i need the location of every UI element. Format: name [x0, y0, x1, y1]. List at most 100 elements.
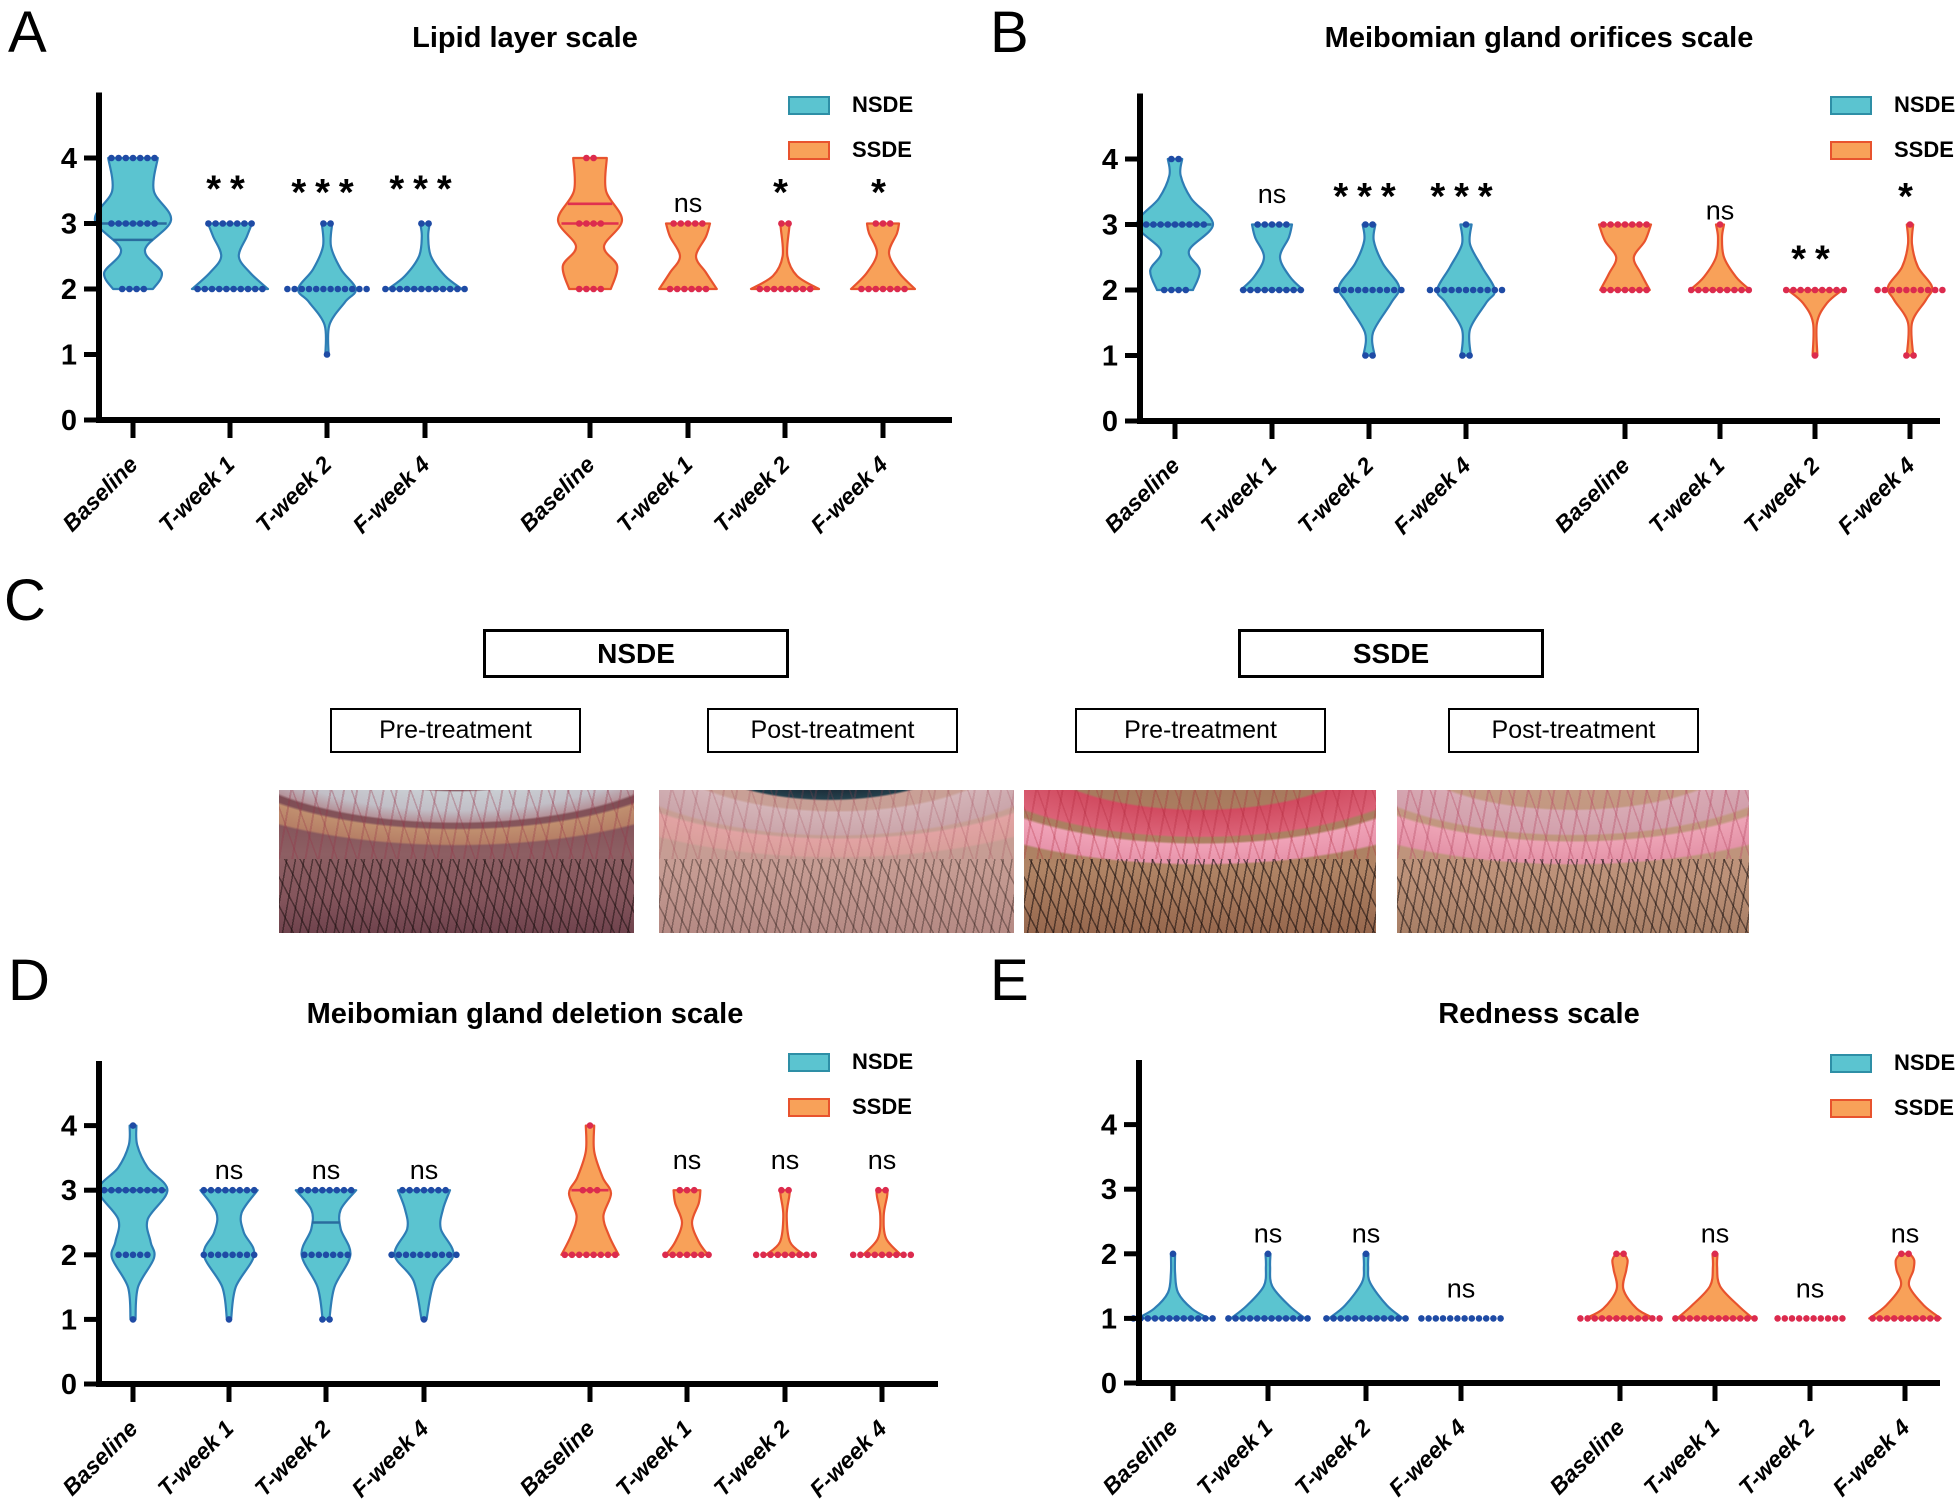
svg-text:T-week 2: T-week 2 [1289, 1414, 1375, 1500]
condition-label: Pre-treatment [1124, 716, 1277, 744]
ssde-post-treatment-box: Post-treatment [1448, 708, 1699, 753]
legend-item-ssde: SSDE [1830, 137, 1955, 162]
violin-shape [1786, 288, 1844, 357]
x-category-labels: Baseline T-week 1 T-week 2 F-week 4 Baseline… [1097, 1386, 1915, 1501]
svg-text:3: 3 [1101, 1174, 1117, 1206]
conjunctiva-vessels-texture [1397, 790, 1749, 859]
svg-text:3: 3 [61, 209, 77, 241]
legend-label-nsde: NSDE [852, 92, 914, 117]
svg-text:2: 2 [61, 1240, 77, 1272]
svg-text:T-week 1: T-week 1 [611, 451, 697, 537]
data-points [1577, 1250, 1663, 1322]
svg-text:T-week 1: T-week 1 [153, 451, 239, 537]
x-category-labels: Baseline T-week 1 T-week 2 F-week 4 Baseline… [1099, 424, 1920, 539]
significance-label: * [1898, 176, 1922, 218]
legend-label-ssde: SSDE [1894, 137, 1954, 162]
data-points [662, 1186, 712, 1259]
data-points [1782, 286, 1848, 359]
violin-SSDE-Baseline [560, 1122, 620, 1259]
data-points [1672, 1250, 1758, 1322]
legend-label-nsde: NSDE [1894, 1050, 1956, 1075]
nsde-post-treatment-box: Post-treatment [707, 708, 958, 753]
conjunctiva-vessels-texture [659, 790, 1014, 859]
data-points [194, 220, 266, 293]
violin-shape [1688, 223, 1752, 292]
legend-item-ssde: SSDE [788, 137, 913, 162]
ssde-pre-treatment-box: Pre-treatment [1075, 708, 1326, 753]
data-points [100, 1122, 166, 1323]
legend-label-ssde: SSDE [852, 1094, 912, 1119]
significance-label: * [871, 172, 895, 214]
svg-text:Baseline: Baseline [1099, 452, 1184, 537]
violin-SSDE-T-week 1 [1672, 1250, 1758, 1322]
violin-NSDE-F-week 4 [382, 220, 468, 293]
data-points [382, 220, 468, 293]
eye-photo-ssde-post [1397, 790, 1749, 933]
legend-label-nsde: NSDE [1894, 92, 1956, 117]
svg-text:F-week 4: F-week 4 [347, 451, 434, 538]
eyelashes-texture [1397, 858, 1749, 933]
significance-label: ns [673, 1145, 702, 1175]
data-points [1426, 221, 1506, 359]
svg-text:2: 2 [1102, 275, 1118, 307]
significance-label: ns [1796, 1273, 1825, 1303]
svg-text:T-week 2: T-week 2 [1733, 1414, 1819, 1500]
svg-text:T-week 1: T-week 1 [1195, 452, 1281, 538]
panel-d-title: Meibomian gland deletion scale [306, 998, 744, 1030]
violin-NSDE-Baseline [97, 1122, 169, 1323]
significance-label: ns [1254, 1218, 1283, 1248]
data-points [756, 220, 814, 293]
svg-text:F-week 4: F-week 4 [804, 1415, 891, 1502]
condition-label: Post-treatment [1491, 716, 1656, 744]
svg-text:Baseline: Baseline [1097, 1414, 1182, 1499]
violin-shape [1136, 1252, 1210, 1320]
svg-text:Baseline: Baseline [1544, 1414, 1629, 1499]
svg-text:T-week 1: T-week 1 [1191, 1414, 1277, 1500]
svg-text:F-week 4: F-week 4 [1383, 1414, 1470, 1501]
violin-NSDE-Baseline [1135, 155, 1215, 294]
violin-shape [1327, 1252, 1405, 1320]
ssde-swatch-icon [788, 140, 830, 160]
svg-text:F-week 4: F-week 4 [1832, 452, 1919, 539]
panel-e-letter: E [990, 948, 1029, 1013]
panel-a-title: Lipid layer scale [412, 22, 638, 54]
data-points [849, 1186, 915, 1259]
svg-text:3: 3 [1102, 210, 1118, 242]
significance-label: * [773, 172, 797, 214]
data-points [1774, 1315, 1846, 1322]
x-category-labels: Baseline T-week 1 T-week 2 F-week 4 Baseline… [57, 1387, 892, 1502]
svg-text:3: 3 [61, 1175, 77, 1207]
panel-a-legend: NSDE SSDE [788, 92, 913, 186]
svg-text:T-week 2: T-week 2 [249, 1415, 335, 1501]
violin-shape [849, 222, 917, 291]
svg-text:T-week 2: T-week 2 [1738, 452, 1824, 538]
ssde-group-box: SSDE [1238, 629, 1544, 678]
significance-label: *** [1430, 176, 1501, 218]
svg-text:1: 1 [1101, 1303, 1117, 1335]
panel-a-letter: A [8, 0, 47, 65]
nsde-group-label: NSDE [597, 637, 675, 669]
violin-SSDE-F-week 4 [1868, 1250, 1942, 1322]
legend-item-nsde: NSDE [1830, 1050, 1955, 1075]
eye-photo-nsde-pre [279, 790, 634, 933]
violin-SSDE-T-week 2 [749, 220, 821, 293]
svg-text:T-week 2: T-week 2 [708, 1415, 794, 1501]
panel-d-legend: NSDE SSDE [788, 1049, 913, 1143]
significance-label: ns [674, 188, 703, 218]
violin-SSDE-F-week 4 [849, 1186, 915, 1259]
svg-text:4: 4 [1102, 144, 1118, 176]
significance-label: *** [1333, 176, 1404, 218]
data-points [858, 220, 908, 293]
violin-shape [765, 1189, 805, 1256]
violin-shape [97, 1124, 169, 1321]
legend-label-ssde: SSDE [852, 137, 912, 162]
ssde-swatch-icon [1830, 140, 1872, 160]
nsde-swatch-icon [1830, 95, 1872, 115]
ssde-group-label: SSDE [1352, 637, 1430, 669]
violin-shape [749, 222, 821, 291]
violin-NSDE-T-week 2 [1333, 221, 1405, 359]
panel-c-letter: C [4, 568, 46, 633]
